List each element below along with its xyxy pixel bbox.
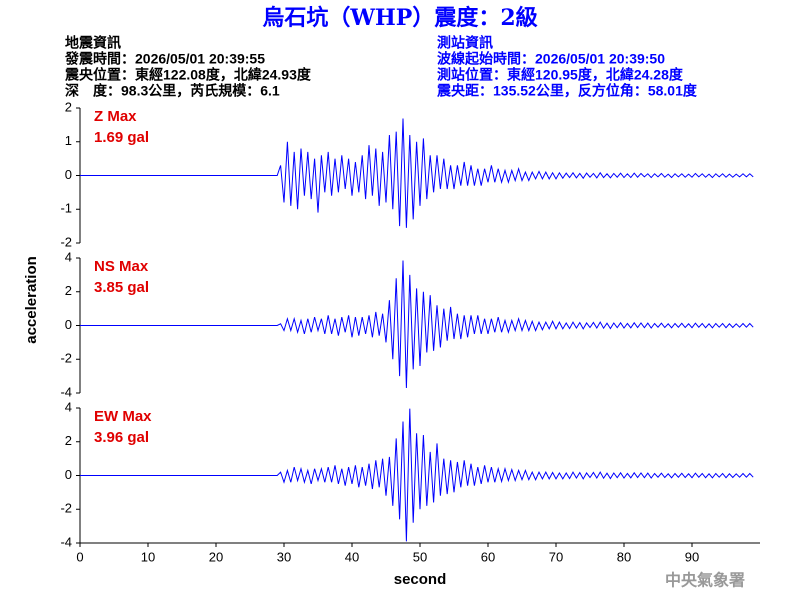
x-tick-label: 50 <box>413 549 427 564</box>
x-tick-label: 40 <box>345 549 359 564</box>
waveform <box>80 260 754 388</box>
footer: 中央氣象署 <box>665 571 745 590</box>
x-tick-label: 10 <box>141 549 155 564</box>
event-info: 地震資訊 <box>65 35 121 51</box>
event-info: 深 度：98.3公里，芮氏規模：6.1 <box>65 83 280 99</box>
y-tick-label: -1 <box>60 201 72 216</box>
y-tick-label: 4 <box>65 249 72 264</box>
x-tick-label: 0 <box>76 549 83 564</box>
component-label: EW Max <box>94 408 152 425</box>
y-tick-label: 1 <box>65 133 72 148</box>
y-tick-label: 2 <box>65 99 72 114</box>
y-tick-label: 2 <box>65 433 72 448</box>
x-tick-label: 20 <box>209 549 223 564</box>
waveform <box>80 118 754 228</box>
x-tick-label: 80 <box>617 549 631 564</box>
x-tick-label: 70 <box>549 549 563 564</box>
waveform <box>80 408 754 542</box>
y-tick-label: 0 <box>65 467 72 482</box>
x-tick-label: 90 <box>685 549 699 564</box>
component-label: Z Max <box>94 108 137 125</box>
x-axis-title: second <box>394 571 447 588</box>
y-tick-label: -4 <box>60 534 72 549</box>
component-label: NS Max <box>94 258 149 275</box>
station-info: 震央距：135.52公里，反方位角：58.01度 <box>436 83 698 99</box>
station-info: 測站位置：東經120.95度，北緯24.28度 <box>437 67 684 83</box>
y-tick-label: -2 <box>60 234 72 249</box>
station-info: 波線起始時間：2026/05/01 20:39:50 <box>437 51 665 67</box>
title: 烏石坑（WHP）震度：2級 <box>262 5 537 31</box>
x-tick-label: 30 <box>277 549 291 564</box>
y-tick-label: -2 <box>60 501 72 516</box>
max-label: 3.96 gal <box>94 429 149 446</box>
y-tick-label: -4 <box>60 384 72 399</box>
event-info: 震央位置：東經122.08度，北緯24.93度 <box>64 67 312 83</box>
y-tick-label: 0 <box>65 317 72 332</box>
y-tick-label: 2 <box>65 283 72 298</box>
station-info: 測站資訊 <box>437 35 493 51</box>
y-tick-label: -2 <box>60 351 72 366</box>
y-tick-label: 0 <box>65 167 72 182</box>
max-label: 1.69 gal <box>94 129 149 146</box>
x-tick-label: 60 <box>481 549 495 564</box>
max-label: 3.85 gal <box>94 279 149 296</box>
y-axis-title: acceleration <box>23 256 40 344</box>
y-tick-label: 4 <box>65 399 72 414</box>
event-info: 發震時間：2026/05/01 20:39:55 <box>64 51 265 67</box>
